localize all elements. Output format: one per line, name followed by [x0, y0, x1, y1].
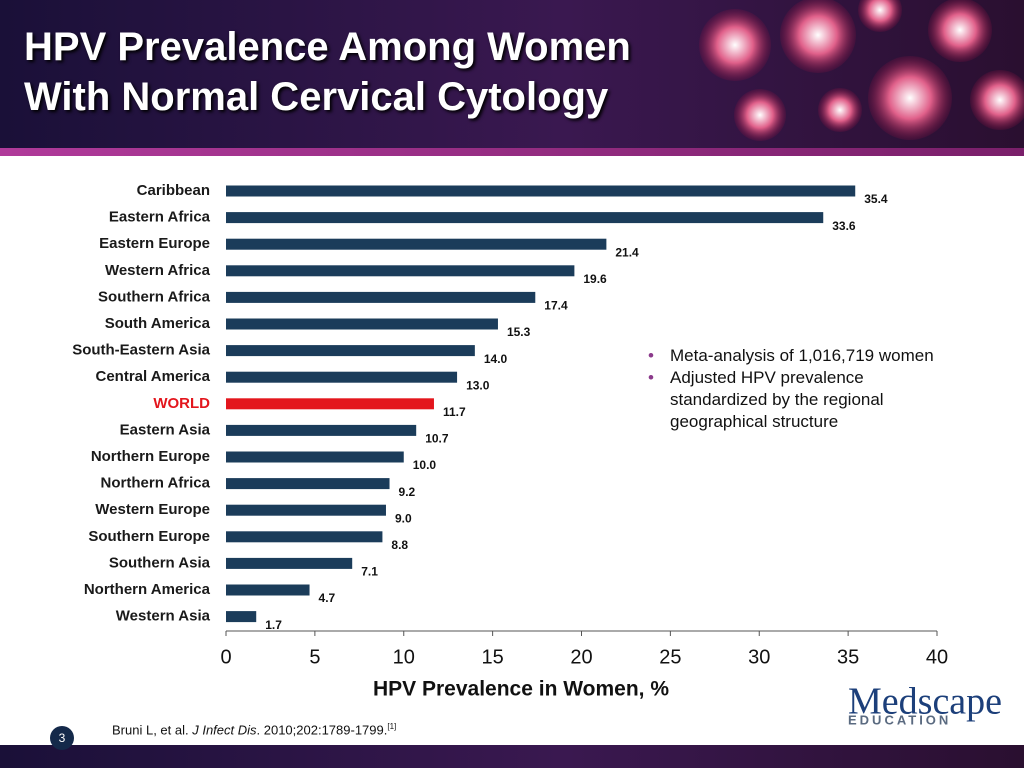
y-tick-label: Central America [96, 368, 211, 385]
value-label: 8.8 [391, 538, 408, 552]
value-label: 1.7 [265, 618, 282, 632]
y-tick-label: South America [105, 315, 211, 332]
y-tick-label: Eastern Europe [99, 235, 210, 252]
value-label: 9.0 [395, 511, 412, 525]
y-tick-label: South-Eastern Asia [72, 342, 210, 359]
value-label: 15.3 [507, 325, 531, 339]
header-decoration [699, 0, 1024, 141]
value-label: 13.0 [466, 378, 490, 392]
y-tick-label: WORLD [153, 395, 210, 412]
value-label: 10.0 [413, 458, 437, 472]
y-tick-label: Southern Europe [88, 528, 210, 545]
bar [226, 238, 607, 250]
bullet: Meta-analysis of 1,016,719 women [646, 345, 991, 367]
bar [226, 557, 353, 569]
bar [226, 212, 824, 224]
y-tick-label: Southern Africa [98, 288, 211, 305]
value-label: 33.6 [832, 219, 856, 233]
bar [226, 345, 475, 357]
bar [226, 265, 575, 277]
citation: Bruni L, et al. J Infect Dis. 2010;202:1… [112, 722, 396, 737]
x-tick-label: 10 [393, 646, 415, 668]
y-tick-label: Western Europe [95, 501, 210, 518]
y-tick-label: Southern Asia [109, 554, 211, 571]
x-axis-label: HPV Prevalence in Women, % [373, 678, 669, 701]
bar [226, 318, 498, 330]
bar [226, 398, 434, 410]
bar [226, 584, 310, 596]
x-tick-label: 0 [220, 646, 231, 668]
bar [226, 291, 536, 303]
logo-tagline: EDUCATION [848, 712, 951, 727]
bar [226, 451, 404, 463]
x-tick-label: 20 [570, 646, 592, 668]
x-tick-label: 15 [482, 646, 504, 668]
y-tick-label: Western Asia [116, 608, 211, 625]
bar [226, 531, 383, 543]
value-label: 10.7 [425, 432, 449, 446]
slide-title: HPV Prevalence Among Women With Normal C… [24, 25, 631, 119]
citation-authors: Bruni L, et al. [112, 722, 193, 738]
value-label: 35.4 [864, 192, 888, 206]
bullet: Adjusted HPV prevalence standardized by … [646, 367, 991, 433]
page-number-badge [50, 726, 74, 750]
x-tick-label: 30 [748, 646, 770, 668]
bar [226, 504, 386, 516]
bullet-text: Meta-analysis of 1,016,719 women [670, 346, 934, 365]
y-tick-label: Northern Europe [91, 448, 210, 465]
header-stripe [0, 148, 1024, 156]
bar [226, 424, 417, 436]
bar [226, 185, 856, 197]
y-tick-label: Caribbean [137, 182, 210, 199]
value-label: 21.4 [615, 245, 639, 259]
value-label: 11.7 [443, 405, 466, 419]
y-tick-label: Western Africa [105, 262, 211, 279]
value-label: 14.0 [484, 352, 508, 366]
bullet-list: Meta-analysis of 1,016,719 women Adjuste… [646, 345, 991, 433]
citation-journal: J Infect Dis [192, 722, 257, 738]
value-label: 9.2 [399, 485, 416, 499]
bar [226, 371, 458, 383]
value-label: 7.1 [361, 565, 378, 579]
x-tick-label: 25 [659, 646, 681, 668]
bar [226, 478, 390, 490]
citation-details: . 2010;202:1789-1799. [256, 722, 388, 738]
value-label: 4.7 [319, 591, 336, 605]
y-tick-label: Northern Africa [101, 475, 211, 492]
footer-band [0, 745, 1024, 768]
value-label: 17.4 [544, 299, 568, 313]
y-tick-label: Eastern Africa [109, 209, 211, 226]
x-tick-label: 5 [309, 646, 320, 668]
y-tick-label: Northern America [84, 581, 211, 598]
y-tick-label: Eastern Asia [120, 421, 211, 438]
x-tick-label: 40 [926, 646, 948, 668]
bullet-text: Adjusted HPV prevalence standardized by … [670, 368, 884, 431]
value-label: 19.6 [583, 272, 607, 286]
x-tick-label: 35 [837, 646, 859, 668]
bar [226, 611, 257, 623]
citation-ref: [1] [387, 722, 397, 731]
logo-name: Medscape [848, 681, 1002, 723]
page-number: 3 [59, 731, 66, 745]
